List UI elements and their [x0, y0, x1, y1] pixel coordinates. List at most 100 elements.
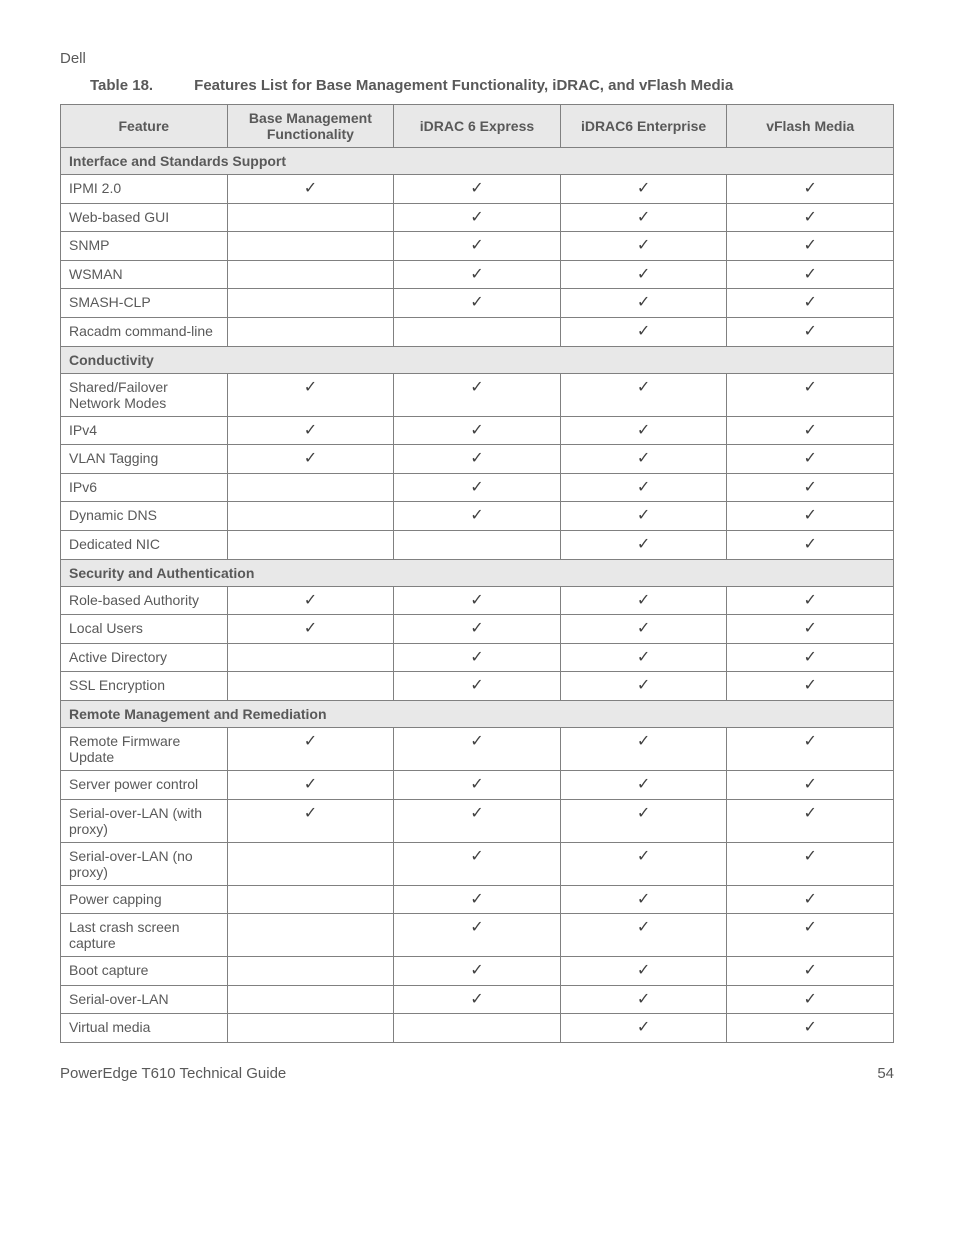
check-icon: ✓: [560, 985, 727, 1014]
check-icon: ✓: [227, 416, 394, 445]
section-header-row: Security and Authentication: [61, 559, 894, 586]
check-icon: ✓: [227, 799, 394, 842]
check-icon: ✓: [394, 770, 561, 799]
section-title: Security and Authentication: [61, 559, 894, 586]
table-row: SNMP✓✓✓: [61, 232, 894, 261]
section-title: Interface and Standards Support: [61, 148, 894, 175]
page-footer: PowerEdge T610 Technical Guide 54: [60, 1065, 894, 1082]
table-title: Features List for Base Management Functi…: [194, 77, 733, 94]
table-row: Remote Firmware Update✓✓✓✓: [61, 727, 894, 770]
table-header-row: Feature Base Management Functionality iD…: [61, 105, 894, 148]
check-icon: ✓: [727, 530, 894, 559]
check-icon: ✓: [560, 317, 727, 346]
check-icon: ✓: [727, 842, 894, 885]
check-icon: ✓: [727, 672, 894, 701]
empty-cell: [227, 885, 394, 914]
table-body: Interface and Standards SupportIPMI 2.0✓…: [61, 148, 894, 1043]
table-row: IPv4✓✓✓✓: [61, 416, 894, 445]
check-icon: ✓: [727, 957, 894, 986]
table-row: SSL Encryption✓✓✓: [61, 672, 894, 701]
check-icon: ✓: [560, 957, 727, 986]
feature-name-cell: Dedicated NIC: [61, 530, 228, 559]
check-icon: ✓: [394, 473, 561, 502]
check-icon: ✓: [560, 615, 727, 644]
table-row: IPMI 2.0✓✓✓✓: [61, 175, 894, 204]
table-number: Table 18.: [90, 77, 190, 94]
table-row: Shared/Failover Network Modes✓✓✓✓: [61, 373, 894, 416]
check-icon: ✓: [727, 885, 894, 914]
empty-cell: [394, 530, 561, 559]
empty-cell: [227, 842, 394, 885]
section-header-row: Conductivity: [61, 346, 894, 373]
check-icon: ✓: [227, 373, 394, 416]
check-icon: ✓: [560, 914, 727, 957]
feature-name-cell: SNMP: [61, 232, 228, 261]
table-row: Serial-over-LAN✓✓✓: [61, 985, 894, 1014]
empty-cell: [394, 1014, 561, 1043]
feature-name-cell: SSL Encryption: [61, 672, 228, 701]
feature-name-cell: Boot capture: [61, 957, 228, 986]
check-icon: ✓: [394, 416, 561, 445]
empty-cell: [227, 957, 394, 986]
check-icon: ✓: [727, 445, 894, 474]
check-icon: ✓: [727, 615, 894, 644]
table-row: Serial-over-LAN (with proxy)✓✓✓✓: [61, 799, 894, 842]
empty-cell: [227, 1014, 394, 1043]
feature-name-cell: Local Users: [61, 615, 228, 644]
empty-cell: [227, 317, 394, 346]
check-icon: ✓: [394, 643, 561, 672]
feature-name-cell: Serial-over-LAN: [61, 985, 228, 1014]
feature-name-cell: Shared/Failover Network Modes: [61, 373, 228, 416]
table-caption: Table 18. Features List for Base Managem…: [90, 77, 894, 94]
check-icon: ✓: [394, 885, 561, 914]
table-row: Web-based GUI✓✓✓: [61, 203, 894, 232]
empty-cell: [227, 232, 394, 261]
check-icon: ✓: [560, 203, 727, 232]
check-icon: ✓: [727, 770, 894, 799]
check-icon: ✓: [727, 175, 894, 204]
table-row: Server power control✓✓✓✓: [61, 770, 894, 799]
check-icon: ✓: [727, 727, 894, 770]
check-icon: ✓: [560, 260, 727, 289]
check-icon: ✓: [394, 203, 561, 232]
check-icon: ✓: [727, 203, 894, 232]
col-header-feature: Feature: [61, 105, 228, 148]
check-icon: ✓: [560, 175, 727, 204]
section-header-row: Interface and Standards Support: [61, 148, 894, 175]
empty-cell: [227, 473, 394, 502]
check-icon: ✓: [560, 643, 727, 672]
feature-name-cell: Last crash screen capture: [61, 914, 228, 957]
table-row: Local Users✓✓✓✓: [61, 615, 894, 644]
empty-cell: [227, 502, 394, 531]
features-table: Feature Base Management Functionality iD…: [60, 104, 894, 1043]
col-header-base: Base Management Functionality: [227, 105, 394, 148]
empty-cell: [227, 985, 394, 1014]
check-icon: ✓: [394, 586, 561, 615]
check-icon: ✓: [394, 175, 561, 204]
table-row: Dedicated NIC✓✓: [61, 530, 894, 559]
check-icon: ✓: [394, 289, 561, 318]
check-icon: ✓: [227, 770, 394, 799]
empty-cell: [227, 914, 394, 957]
check-icon: ✓: [560, 770, 727, 799]
check-icon: ✓: [560, 502, 727, 531]
check-icon: ✓: [560, 727, 727, 770]
empty-cell: [227, 672, 394, 701]
check-icon: ✓: [560, 672, 727, 701]
check-icon: ✓: [560, 232, 727, 261]
check-icon: ✓: [560, 799, 727, 842]
check-icon: ✓: [727, 260, 894, 289]
col-header-vflash: vFlash Media: [727, 105, 894, 148]
check-icon: ✓: [394, 615, 561, 644]
check-icon: ✓: [394, 727, 561, 770]
feature-name-cell: Power capping: [61, 885, 228, 914]
table-row: Role-based Authority✓✓✓✓: [61, 586, 894, 615]
check-icon: ✓: [727, 416, 894, 445]
check-icon: ✓: [727, 289, 894, 318]
check-icon: ✓: [394, 957, 561, 986]
table-row: Virtual media✓✓: [61, 1014, 894, 1043]
check-icon: ✓: [394, 842, 561, 885]
feature-name-cell: Role-based Authority: [61, 586, 228, 615]
brand-label: Dell: [60, 50, 894, 67]
empty-cell: [227, 530, 394, 559]
